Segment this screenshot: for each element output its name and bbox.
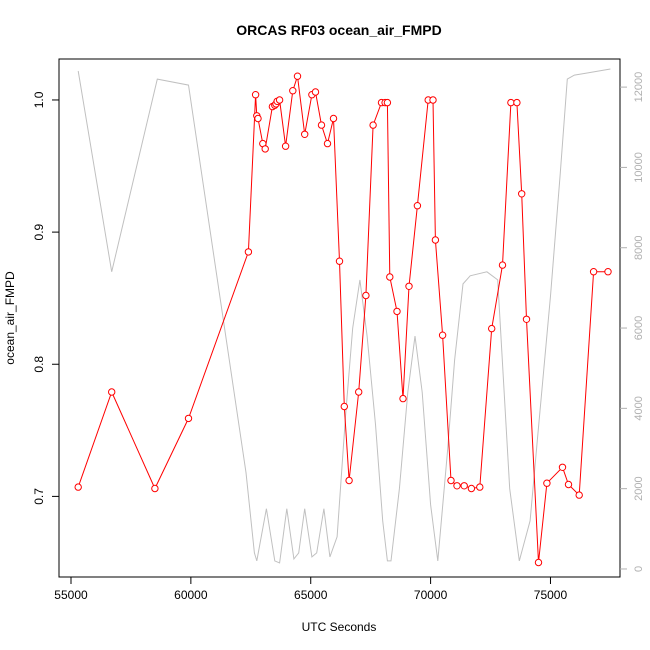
data-point [386,273,394,281]
data-point [447,476,455,485]
y-axis-right: 0 2000 4000 6000 8000 10000 12000 [620,72,645,572]
y-axis-left: 0.7 0.8 0.9 1.0 [32,91,59,505]
y2-tick-label: 6000 [633,316,645,340]
x-axis-label: UTC Seconds [302,620,377,634]
data-point [534,558,543,567]
data-point [488,324,496,333]
data-point [251,91,260,99]
data-point [355,388,363,396]
data-point [275,96,284,104]
y2-tick-label: 8000 [633,235,645,259]
data-point [575,491,583,499]
data-point [393,307,401,316]
data-point [184,414,193,423]
data-point [301,130,309,139]
y-tick-label: 0.8 [32,356,46,373]
data-point [460,482,468,490]
data-point [151,484,159,493]
data-point [513,98,521,107]
data-point [244,248,253,256]
data-point [518,190,526,198]
data-point [453,482,461,490]
data-point [340,402,348,411]
data-point [604,268,612,276]
secondary-series-line [77,68,611,564]
y2-tick-label: 10000 [633,152,645,183]
data-point [369,121,377,129]
data-point [74,483,82,491]
y-axis-label: ocean_air_FMPD [3,271,17,365]
data-point [261,145,269,153]
right-series-layer [77,68,611,564]
x-tick-label: 55000 [54,588,88,602]
data-point [254,114,262,123]
y-tick-label: 0.7 [32,488,46,505]
data-point [476,483,484,491]
y2-tick-label: 4000 [633,396,645,420]
y-tick-label: 1.0 [32,91,46,108]
data-point [467,484,476,493]
plot-frame [58,58,621,578]
data-point [438,331,447,339]
y2-tick-label: 2000 [633,476,645,500]
data-point [335,257,344,265]
chart-title: ORCAS RF03 ocean_air_FMPD [236,22,441,38]
data-point [345,476,353,485]
data-point [293,72,302,80]
x-tick-label: 60000 [174,588,208,602]
x-axis: 55000 60000 65000 70000 75000 [54,577,567,602]
data-point [564,480,573,489]
left-series-layer [74,72,612,567]
y2-tick-label: 12000 [633,72,645,103]
data-point [429,96,437,104]
data-point [589,268,598,276]
x-tick-label: 70000 [414,588,448,602]
data-point [311,88,320,96]
data-point [289,87,297,95]
y-tick-label: 0.9 [32,223,46,240]
data-point [413,202,422,210]
data-point [507,98,515,107]
x-tick-label: 75000 [534,588,568,602]
data-point [399,394,407,403]
x-tick-label: 65000 [294,588,328,602]
data-point [108,388,116,396]
data-point [431,236,440,244]
data-point [329,114,338,123]
data-point [383,98,392,107]
data-point [543,479,551,487]
data-point [317,121,326,129]
data-point [281,142,290,150]
data-point [405,282,413,290]
data-point [362,291,370,300]
data-point [522,315,531,323]
data-point [323,139,332,148]
data-point [558,463,567,471]
data-point [498,261,507,269]
y2-tick-label: 0 [633,566,645,572]
